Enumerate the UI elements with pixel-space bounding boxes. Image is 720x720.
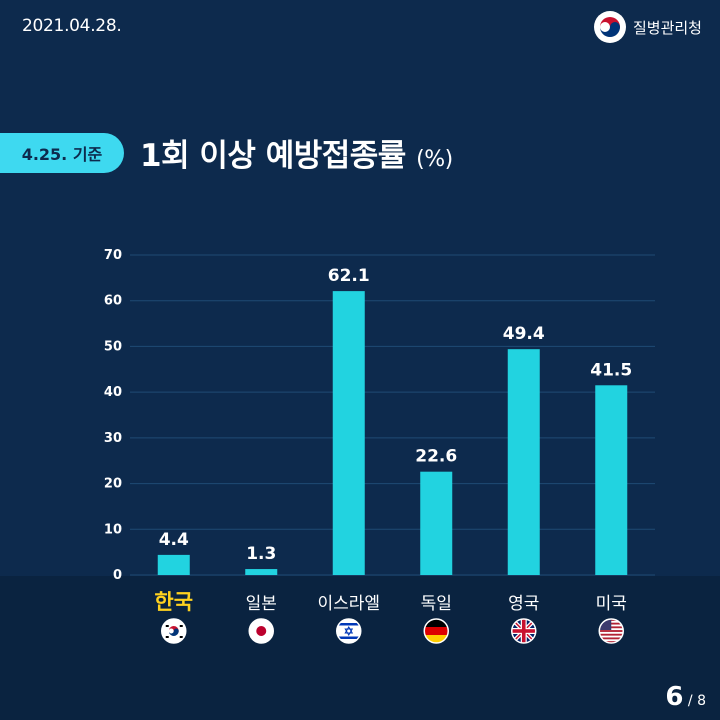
israel-flag-icon xyxy=(336,618,362,644)
y-tick-label: 20 xyxy=(104,477,122,492)
value-labels: 4.4 1.3 62.1 22.6 49.4 41.5 xyxy=(159,266,633,564)
germany-flag-icon xyxy=(423,618,449,644)
y-tick-label: 10 xyxy=(104,522,122,537)
bar-value-label: 49.4 xyxy=(503,324,545,344)
y-tick-label: 50 xyxy=(104,339,122,354)
date-text: 2021.04.28. xyxy=(22,16,122,36)
chart-title-unit: (%) xyxy=(416,147,453,172)
y-tick-label: 60 xyxy=(104,294,122,309)
org-logo: 질병관리청 xyxy=(593,10,702,44)
bar xyxy=(245,569,278,575)
bar-value-label: 22.6 xyxy=(415,447,457,467)
y-axis: 0 10 20 30 40 50 60 70 xyxy=(104,248,122,583)
x-category-label: 독일 xyxy=(421,594,452,614)
bar-value-label: 62.1 xyxy=(328,266,370,286)
bar-value-label: 41.5 xyxy=(590,360,632,380)
pagination: 6 / 8 xyxy=(665,682,706,712)
y-tick-label: 30 xyxy=(104,431,122,446)
chart-title: 1회 이상 예방접종률 (%) xyxy=(140,130,453,175)
bar xyxy=(595,385,628,575)
bar xyxy=(507,349,540,575)
bar xyxy=(157,554,190,575)
org-name: 질병관리청 xyxy=(632,18,702,37)
x-category-label: 이스라엘 xyxy=(317,594,380,614)
x-axis: 한국 일본 이스라엘 독일 영국 미국 xyxy=(154,590,626,614)
bar xyxy=(332,291,365,575)
x-category-label: 일본 xyxy=(246,594,277,614)
y-tick-label: 40 xyxy=(104,385,122,400)
chart-title-text: 1회 이상 예방접종률 xyxy=(140,138,406,174)
bar-value-label: 4.4 xyxy=(159,530,189,550)
chart-grid xyxy=(130,254,655,576)
x-category-label: 한국 xyxy=(154,590,193,614)
x-category-label: 영국 xyxy=(508,594,539,614)
y-tick-label: 0 xyxy=(113,568,122,583)
bottom-band xyxy=(0,576,720,720)
bar-value-label: 1.3 xyxy=(246,544,276,564)
taegeuk-emblem-icon xyxy=(593,11,626,43)
japan-flag-icon xyxy=(248,618,274,644)
page-total: / 8 xyxy=(687,693,706,709)
bar xyxy=(420,471,453,575)
usa-flag-icon xyxy=(598,618,624,644)
bars xyxy=(157,291,628,575)
korea-flag-icon xyxy=(161,618,187,644)
x-category-label: 미국 xyxy=(596,594,627,614)
uk-flag-icon xyxy=(511,618,537,644)
date-basis-tag: 4.25. 기준 xyxy=(0,133,124,173)
page-current: 6 xyxy=(665,682,684,712)
country-flags xyxy=(161,618,624,644)
y-tick-label: 70 xyxy=(104,248,122,263)
